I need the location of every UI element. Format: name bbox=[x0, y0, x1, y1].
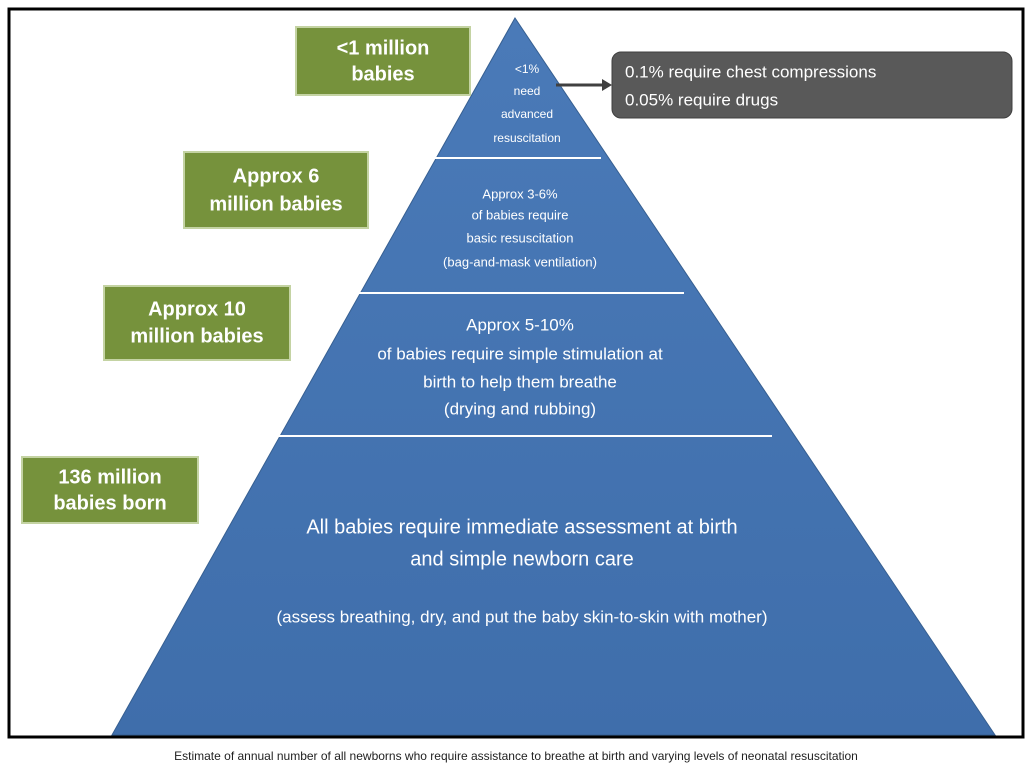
level-text: need bbox=[514, 84, 541, 98]
level-text: birth to help them breathe bbox=[423, 372, 617, 391]
callout-box bbox=[611, 51, 1013, 119]
level-text: resuscitation bbox=[493, 131, 560, 145]
count-text: Approx 10 bbox=[148, 298, 246, 320]
count-text: Approx 6 bbox=[233, 165, 320, 187]
count-text: babies born bbox=[53, 492, 166, 514]
level-text: All babies require immediate assessment … bbox=[306, 516, 737, 538]
level-text: of babies require simple stimulation at bbox=[377, 344, 663, 363]
level-text: Approx 5-10% bbox=[466, 315, 574, 334]
callout-text: 0.1% require chest compressions bbox=[625, 62, 876, 81]
level-text: advanced bbox=[501, 107, 553, 121]
caption: Estimate of annual number of all newborn… bbox=[174, 749, 858, 763]
level-text: and simple newborn care bbox=[410, 548, 633, 570]
level-text: (drying and rubbing) bbox=[444, 399, 596, 418]
level-text: basic resuscitation bbox=[467, 230, 574, 245]
callout-text: 0.05% require drugs bbox=[625, 90, 778, 109]
count-box bbox=[21, 456, 199, 524]
level-text: (bag-and-mask ventilation) bbox=[443, 254, 597, 269]
level-text: Approx 3-6% bbox=[482, 186, 558, 201]
count-text: babies bbox=[351, 63, 414, 85]
pyramid bbox=[111, 17, 996, 736]
count-box bbox=[295, 26, 471, 96]
count-text: 136 million bbox=[58, 466, 161, 488]
level-text: (assess breathing, dry, and put the baby… bbox=[276, 607, 767, 626]
count-text: million babies bbox=[209, 193, 342, 215]
level-text: <1% bbox=[515, 62, 540, 76]
count-box bbox=[103, 285, 291, 361]
count-text: <1 million bbox=[337, 37, 430, 59]
count-box bbox=[183, 151, 369, 229]
level-text: of babies require bbox=[472, 207, 569, 222]
arrow-head bbox=[602, 79, 612, 91]
count-text: million babies bbox=[130, 325, 263, 347]
